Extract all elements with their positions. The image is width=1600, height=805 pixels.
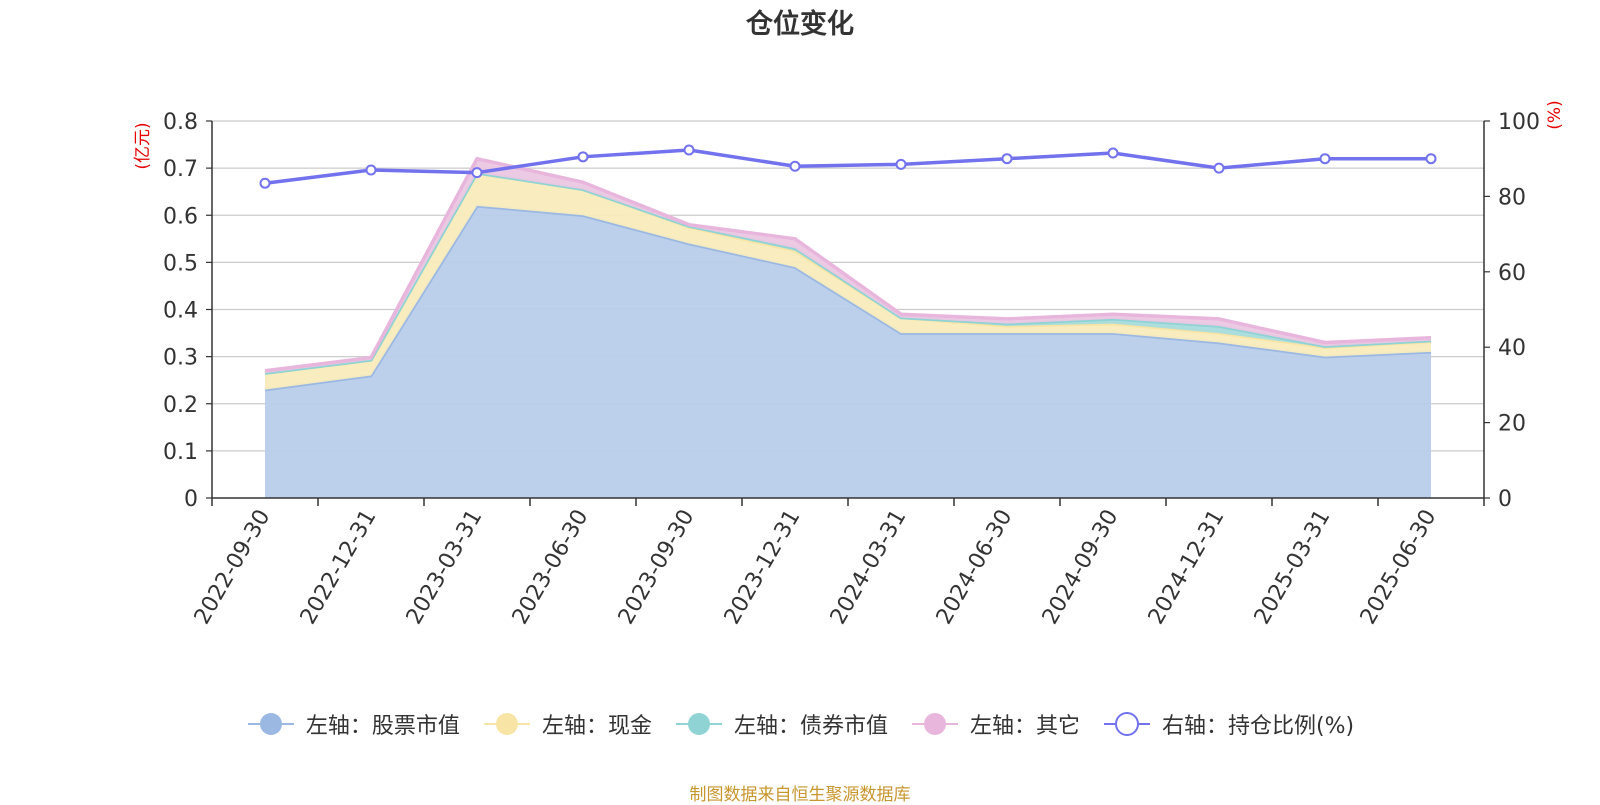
legend-label-stock-value: 左轴：股票市值 <box>305 714 460 739</box>
left-axis-tick-label: 0.7 <box>163 157 198 182</box>
position-ratio-point <box>895 158 907 170</box>
area-cash <box>265 172 1431 390</box>
area-edge-bond-value <box>264 171 1432 375</box>
left-axis-tick-label: 0.3 <box>163 346 198 371</box>
right-axis-tick-label: 0 <box>1498 487 1512 512</box>
x-axis-tick-label: 2024-06-30 <box>932 506 1018 629</box>
x-axis-tick-label: 2025-06-30 <box>1356 506 1442 629</box>
position-ratio-point <box>1107 147 1119 159</box>
x-axis-tick-label: 2023-03-31 <box>402 506 488 629</box>
legend-marker-other <box>911 713 958 735</box>
legend-label-other: 左轴：其它 <box>969 714 1080 739</box>
ratio-line-layer <box>259 144 1437 189</box>
x-axis-tick-label: 2024-09-30 <box>1038 506 1124 629</box>
position-ratio-point <box>365 164 377 176</box>
position-ratio-point <box>1425 153 1437 165</box>
legend-item-stock-value[interactable]: 左轴：股票市值 <box>246 708 460 740</box>
chart-svg: 仓位变化 0 0.1 0.2 0.3 0.4 0.5 0.6 0.7 0.8 0 20 40 60 80 1… <box>133 8 1565 629</box>
legend-label-bond-value: 左轴：债券市值 <box>733 714 888 739</box>
left-axis-tick-label: 0.1 <box>163 440 198 465</box>
area-stock-value <box>265 205 1431 498</box>
position-ratio-point <box>259 177 271 189</box>
position-ratio-point <box>471 167 483 179</box>
legend-item-cash[interactable]: 左轴：现金 <box>482 708 652 740</box>
x-axis-tick-label: 2022-12-31 <box>296 506 382 629</box>
legend-marker-cash <box>483 713 530 735</box>
left-axis-tick-label: 0 <box>184 487 198 512</box>
area-bond-value <box>265 172 1431 374</box>
legend-item-bond-value[interactable]: 左轴：债券市值 <box>674 708 888 740</box>
right-axis-unit-label: (%) <box>1545 100 1565 129</box>
position-ratio-point <box>1213 162 1225 174</box>
legend-marker-position-ratio <box>1103 712 1150 736</box>
left-axis-tick-label: 0.6 <box>163 204 198 229</box>
legend-label-position-ratio: 右轴：持仓比例(%) <box>1161 714 1355 739</box>
legend-marker-circle <box>259 713 282 735</box>
right-axis-tick-label: 40 <box>1498 336 1526 361</box>
legend-marker-circle <box>923 713 946 735</box>
legend-item-other[interactable]: 左轴：其它 <box>910 708 1080 740</box>
legend-label-cash: 左轴：现金 <box>541 714 652 739</box>
left-axis-tick-label: 0.8 <box>163 110 198 135</box>
legend-marker-circle <box>495 713 518 735</box>
area-edge-stock-value <box>264 204 1432 392</box>
x-axis-tick-label: 2023-12-31 <box>720 506 806 629</box>
left-axis-tick-label: 0.2 <box>163 393 198 418</box>
stacked-areas <box>264 156 1432 498</box>
legend-marker-circle <box>687 713 710 735</box>
legend-item-position-ratio[interactable]: 右轴：持仓比例(%) <box>1102 708 1354 740</box>
area-other <box>265 158 1431 374</box>
position-ratio-point <box>577 151 589 163</box>
x-axis-tick-label: 2025-03-31 <box>1250 506 1336 629</box>
x-axis-tick-label: 2023-06-30 <box>508 506 594 629</box>
left-axis-tick-label: 0.5 <box>163 251 198 276</box>
x-axis-tick-label: 2022-09-30 <box>190 506 276 629</box>
position-ratio-point <box>683 144 695 156</box>
x-axis-tick-label: 2024-03-31 <box>826 506 912 629</box>
left-axis-unit-label: (亿元) <box>133 122 153 169</box>
right-axis-tick-label: 60 <box>1498 261 1526 286</box>
legend-marker-circle <box>1114 712 1139 736</box>
position-ratio-point <box>1001 153 1013 165</box>
right-axis-tick-label: 100 <box>1498 110 1540 135</box>
legend: 左轴：股票市值 左轴：现金 左轴：债券市值 左轴：其它 右轴：持仓比例(%) <box>0 704 1600 744</box>
x-axis-tick-label: 2024-12-31 <box>1144 506 1230 629</box>
left-axis-tick-label: 0.4 <box>163 299 198 324</box>
x-axis-tick-label: 2023-09-30 <box>614 506 700 629</box>
data-source-note: 制图数据来自恒生聚源数据库 <box>689 785 911 805</box>
right-axis-tick-label: 20 <box>1498 412 1526 437</box>
position-ratio-point <box>1319 153 1331 165</box>
legend-marker-bond-value <box>675 713 722 735</box>
right-axis-tick-label: 80 <box>1498 185 1526 210</box>
area-edge-other <box>264 156 1432 373</box>
chart-title: 仓位变化 <box>745 8 854 40</box>
legend-marker-stock-value <box>247 713 294 735</box>
position-ratio-point <box>789 160 801 172</box>
position-ratio-line <box>264 148 1431 185</box>
